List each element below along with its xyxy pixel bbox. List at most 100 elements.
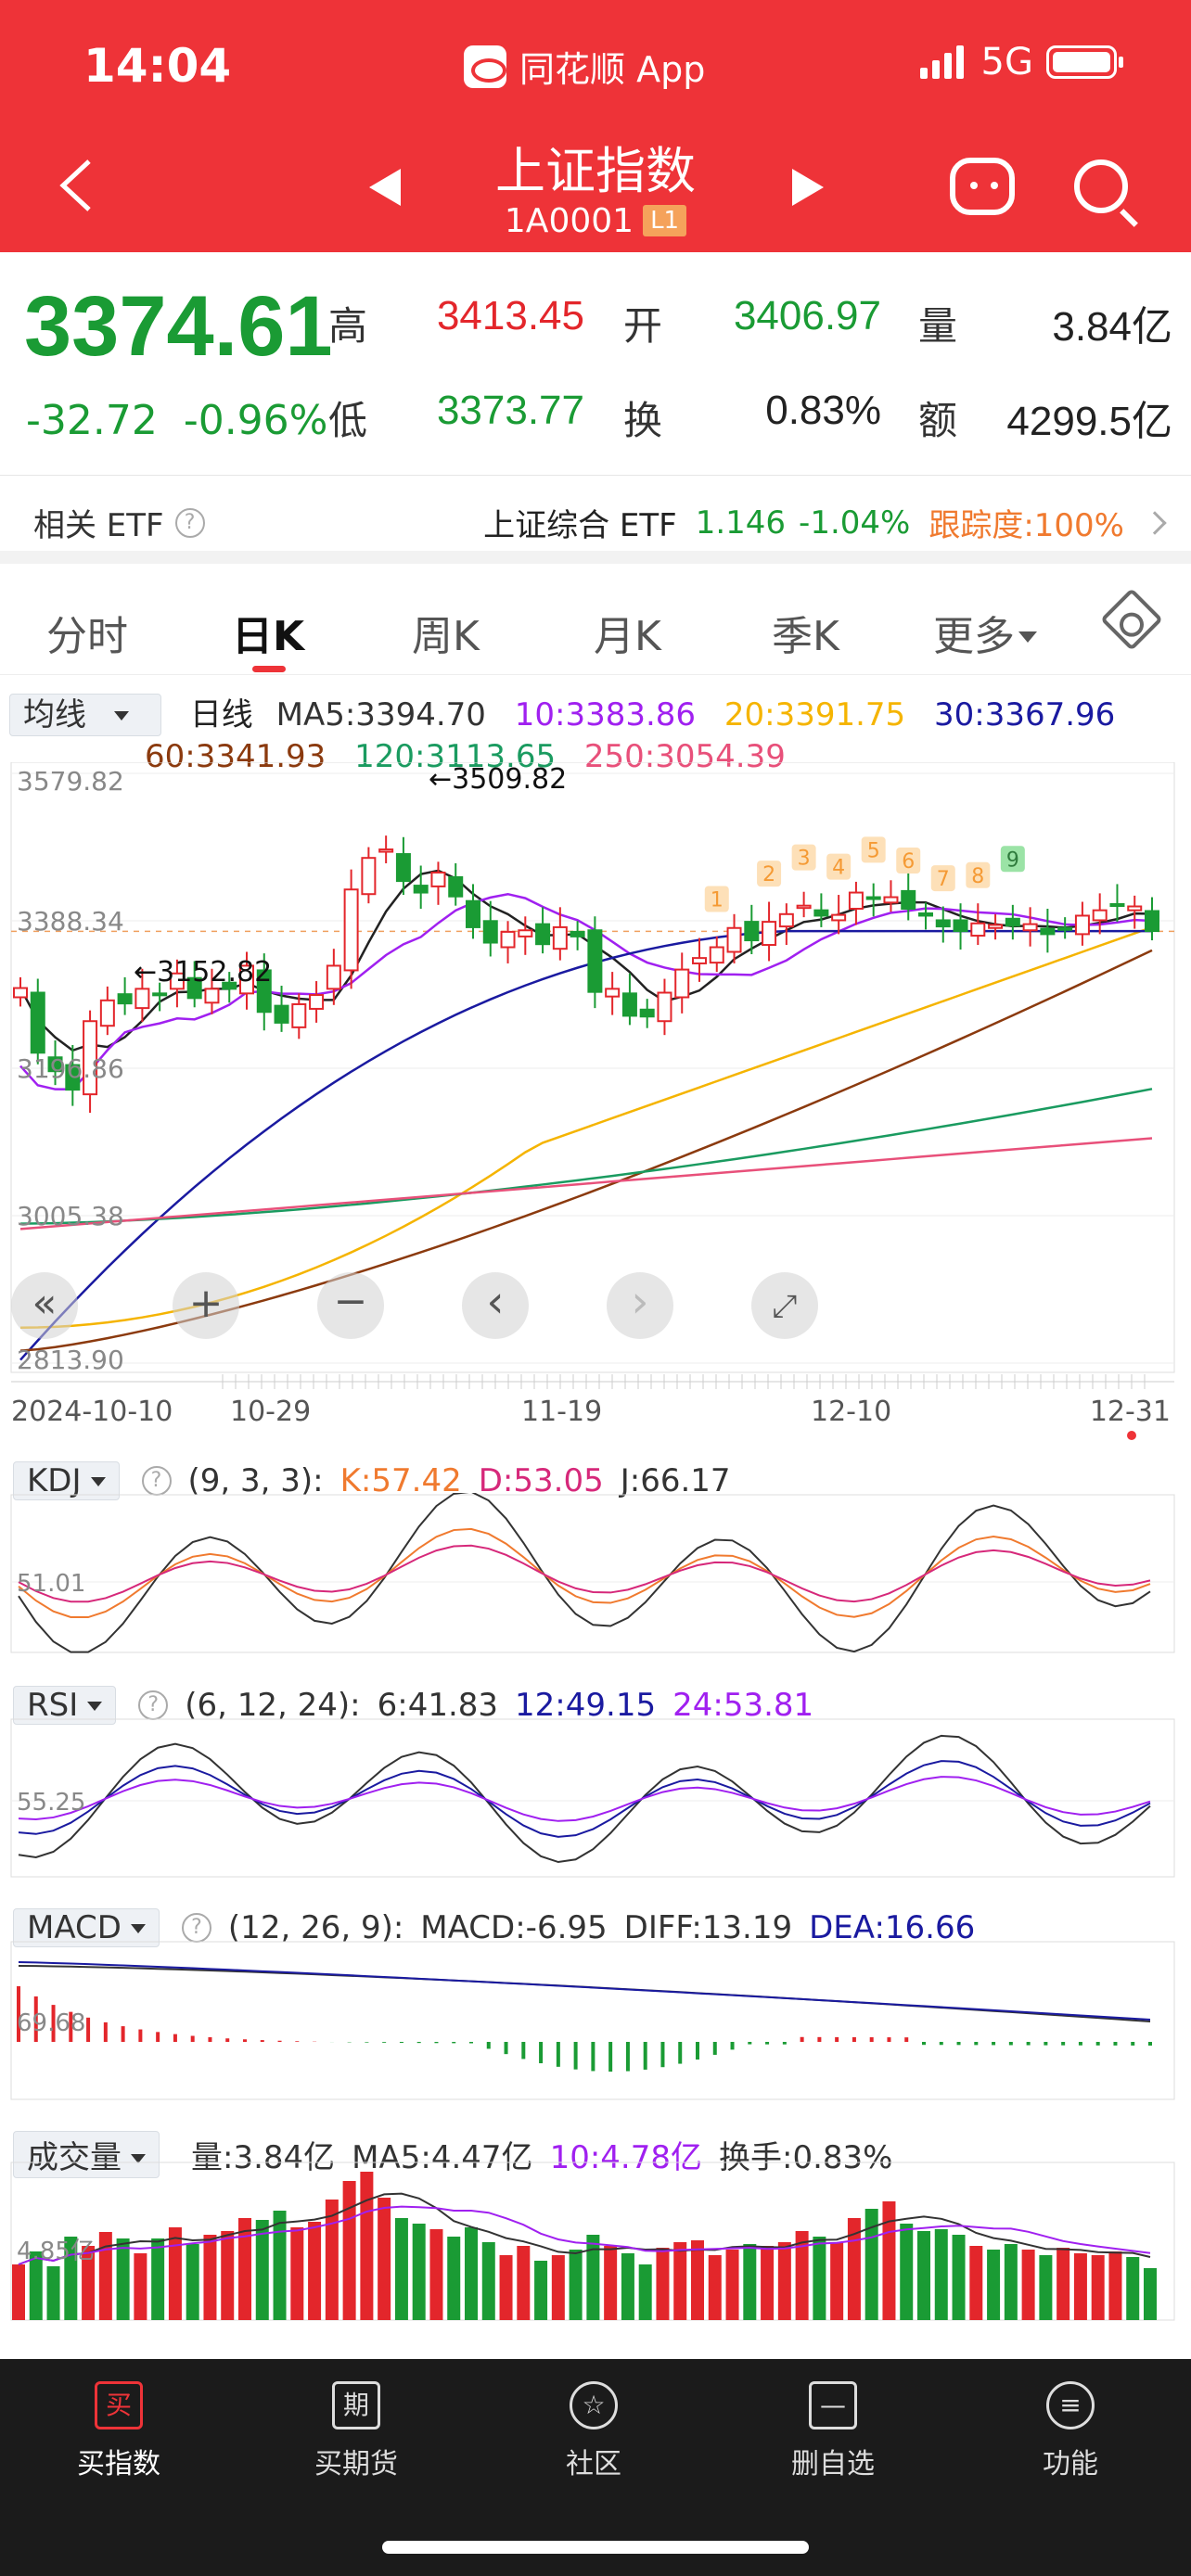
volume-bar [481, 2242, 495, 2320]
volume-bar [900, 2224, 914, 2320]
back-arrow-icon[interactable] [56, 158, 96, 213]
macd-value: MACD:-6.95 [420, 1909, 608, 1946]
ma-selector[interactable]: 均线 [9, 694, 161, 736]
volume-bar [1021, 2250, 1035, 2320]
chevron-down-icon [90, 1477, 106, 1486]
help-icon[interactable]: ? [138, 1690, 169, 1720]
stock-code-text: 1A0001 [504, 202, 634, 240]
robot-icon[interactable] [950, 158, 1015, 215]
period-label: 日线 [189, 696, 253, 733]
help-icon[interactable]: ? [174, 507, 205, 538]
help-icon[interactable]: ? [181, 1913, 211, 1943]
volume-bar [708, 2255, 722, 2320]
candle-body [1040, 927, 1056, 936]
macd-chart[interactable]: 69.68 [0, 1940, 1191, 2103]
change-value: -32.72 [26, 397, 158, 444]
volume-bar [308, 2222, 322, 2320]
etf-tracking: 跟踪度:100% [928, 507, 1124, 544]
ma250-value: 250:3054.39 [583, 738, 786, 775]
candle-body [744, 921, 760, 942]
candle-body [13, 987, 28, 999]
volume-bar [813, 2237, 826, 2320]
candle-body [639, 1008, 655, 1018]
volume-bar [82, 2246, 96, 2320]
remove-icon: — [809, 2381, 857, 2429]
amount-value: 4299.5亿 [1006, 399, 1172, 444]
rsi6: 6:41.83 [377, 1687, 499, 1724]
home-indicator[interactable] [382, 2541, 809, 2554]
candle-body [343, 888, 359, 972]
volume-selector[interactable]: 成交量 [13, 2131, 160, 2178]
remove-watchlist-button[interactable]: — 删自选 [759, 2381, 907, 2481]
kline-svg[interactable]: 1 23 45 67 89 ←3509.82 ←3152.82 3579.82 3388.… [0, 762, 1191, 1486]
chevron-down-icon [130, 1924, 146, 1933]
candle-body [256, 969, 272, 1014]
volume-bar [29, 2251, 43, 2320]
stock-code: 1A0001 L1 [0, 202, 1191, 240]
etf-info[interactable]: 上证综合 ETF 1.146 -1.04% 跟踪度:100% [465, 500, 1167, 545]
ma20-value: 20:3391.75 [724, 696, 906, 733]
status-app[interactable]: 同花顺 App [464, 41, 705, 92]
volume-bar [64, 2237, 78, 2320]
buy-index-button[interactable]: 买 买指数 [45, 2381, 193, 2481]
help-icon[interactable]: ? [141, 1466, 172, 1496]
tab-quarterly[interactable]: 季K [772, 613, 839, 660]
header: 14:04 同花顺 App 5G 上证指数 1A0001 L1 [0, 0, 1191, 252]
kdj-d: D:53.05 [478, 1462, 604, 1499]
kline-chart[interactable]: 均线 日线 MA5:3394.70 10:3383.86 20:3391.75 … [0, 686, 1191, 1440]
tab-more[interactable]: 更多 [933, 603, 1037, 662]
rsi-chart[interactable]: 55.25 [0, 1717, 1191, 1881]
volume-bar [273, 2211, 287, 2320]
candle-body [430, 871, 446, 887]
etf-row[interactable]: 相关 ETF ? 上证综合 ETF 1.146 -1.04% 跟踪度:100% [0, 475, 1191, 564]
dea-line [18, 1961, 1151, 2021]
kdj-selector[interactable]: KDJ [13, 1461, 120, 1500]
td-marker [896, 847, 921, 874]
search-icon[interactable] [1074, 159, 1128, 213]
volume-bar [569, 2250, 583, 2320]
volume-bar [203, 2235, 217, 2320]
functions-button[interactable]: ≡ 功能 [996, 2381, 1145, 2481]
ma10-value: 10:3383.86 [514, 696, 697, 733]
kdj-params: (9, 3, 3): [187, 1462, 324, 1499]
volume-bar [221, 2231, 235, 2320]
community-button[interactable]: ☆ 社区 [519, 2381, 668, 2481]
functions-label: 功能 [1043, 2448, 1098, 2480]
prev-stock-icon[interactable] [369, 169, 401, 206]
ma60-value: 60:3341.93 [145, 738, 327, 775]
kdj-chart[interactable]: 51.01 [0, 1493, 1191, 1656]
tab-weekly[interactable]: 周K [412, 613, 480, 660]
etf-label-group: 相关 ETF ? [33, 500, 205, 545]
candle-body [326, 964, 341, 990]
candle-body [831, 913, 847, 922]
kdj-j-line [18, 1493, 1151, 1653]
buy-icon: 买 [95, 2381, 143, 2429]
candle-body [692, 957, 707, 964]
candle-body [448, 875, 464, 898]
volume-bar [969, 2246, 983, 2320]
low-label: 低 [328, 398, 368, 443]
macd-selector[interactable]: MACD [13, 1908, 160, 1947]
collapse-icon [11, 1272, 78, 1339]
buy-futures-button[interactable]: 期 买期货 [282, 2381, 430, 2481]
candle-body [552, 925, 568, 950]
tab-daily[interactable]: 日K [232, 613, 305, 660]
candle-body [291, 1002, 307, 1028]
amount-label: 额 [918, 398, 958, 443]
rsi-selector[interactable]: RSI [13, 1686, 117, 1725]
ma120-line [19, 1088, 1153, 1225]
kdj-selector-label: KDJ [27, 1462, 82, 1499]
volume-bar [795, 2231, 809, 2320]
tab-monthly[interactable]: 月K [594, 613, 661, 660]
volume-chart[interactable]: 4.85亿 [0, 2161, 1191, 2324]
volume-label: 量 [918, 303, 958, 349]
next-stock-icon[interactable] [792, 169, 824, 206]
change-pct: -0.96% [183, 397, 328, 444]
volume-bar [429, 2229, 443, 2320]
volume-bar [638, 2264, 652, 2320]
tab-intraday[interactable]: 分时 [46, 613, 128, 660]
volume-bar [656, 2248, 670, 2320]
etf-pct: -1.04% [799, 504, 911, 542]
volume-bar [1004, 2244, 1018, 2320]
open-label: 开 [623, 303, 663, 349]
